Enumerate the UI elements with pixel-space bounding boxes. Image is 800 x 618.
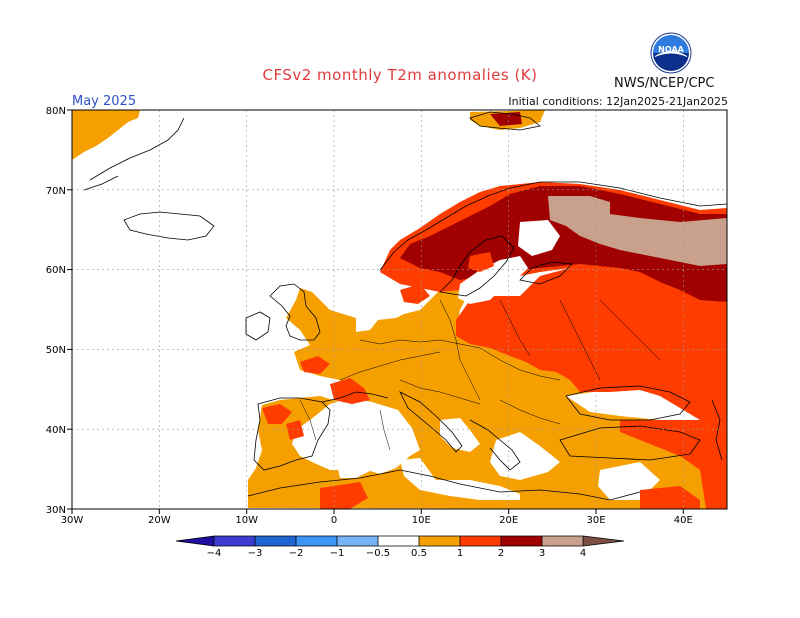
lat-tick-label: 40N <box>46 425 66 436</box>
colorbar-swatch <box>214 536 255 546</box>
forecast-month: May 2025 <box>72 94 137 109</box>
axis-ticks <box>67 109 684 514</box>
coastlines <box>83 111 727 501</box>
anomaly-region-northwest-russia-tan <box>548 196 727 266</box>
colorbar-swatch <box>460 536 501 546</box>
logo-text: NOAA <box>658 45 684 54</box>
noaa-logo: NOAA <box>650 32 692 74</box>
colorbar-label: 0.5 <box>411 548 427 559</box>
colorbar-label: −1 <box>330 548 345 559</box>
anomaly-region-east-europe <box>456 262 727 420</box>
lon-tick-label: 10W <box>235 515 258 526</box>
lat-tick-label: 50N <box>46 345 66 356</box>
colorbar-swatch <box>296 536 337 546</box>
lon-tick-label: 40E <box>674 515 693 526</box>
colorbar-swatch <box>337 536 378 546</box>
colorbar-label: −4 <box>207 548 222 559</box>
lon-tick-label: 0 <box>331 515 337 526</box>
colorbar-swatch <box>255 536 296 546</box>
lon-tick-label: 30W <box>61 515 84 526</box>
lon-tick-label: 20W <box>148 515 171 526</box>
latitude-labels: 30N 40N 50N 60N 70N 80N <box>46 106 66 516</box>
map-title: CFSv2 monthly T2m anomalies (K) <box>262 66 538 84</box>
lon-tick-label: 10E <box>412 515 431 526</box>
colorbar: −4 −3 −2 −1 −0.5 0.5 1 2 3 4 <box>175 535 625 559</box>
anomaly-fields <box>72 110 727 509</box>
colorbar-swatch <box>542 536 583 546</box>
colorbar-label: −3 <box>248 548 263 559</box>
lon-tick-label: 20E <box>499 515 518 526</box>
agency-label: NWS/NCEP/CPC <box>614 76 715 91</box>
colorbar-label: −2 <box>289 548 304 559</box>
initial-conditions: Initial conditions: 12Jan2025-21Jan2025 <box>508 95 728 108</box>
colorbar-label: −0.5 <box>366 548 390 559</box>
lat-tick-label: 60N <box>46 265 66 276</box>
lat-tick-label: 70N <box>46 186 66 197</box>
colorbar-swatch <box>419 536 460 546</box>
colorbar-swatch <box>501 536 542 546</box>
lat-tick-label: 80N <box>46 106 66 117</box>
lon-tick-label: 30E <box>586 515 605 526</box>
colorbar-label: 2 <box>498 548 504 559</box>
colorbar-swatch-above-4 <box>583 536 624 546</box>
colorbar-swatch-below-4 <box>176 536 214 546</box>
graticule <box>72 110 727 509</box>
neutral-region-mediterranean <box>292 398 420 474</box>
colorbar-label: 4 <box>580 548 586 559</box>
longitude-labels: 30W 20W 10W 0 10E 20E 30E 40E <box>61 515 693 526</box>
plot-frame <box>71 109 728 510</box>
colorbar-label: 1 <box>457 548 463 559</box>
colorbar-label: 3 <box>539 548 545 559</box>
country-borders <box>299 299 661 451</box>
anomaly-region-greenland <box>72 110 140 160</box>
lat-tick-label: 30N <box>46 505 66 516</box>
colorbar-swatch <box>378 536 419 546</box>
